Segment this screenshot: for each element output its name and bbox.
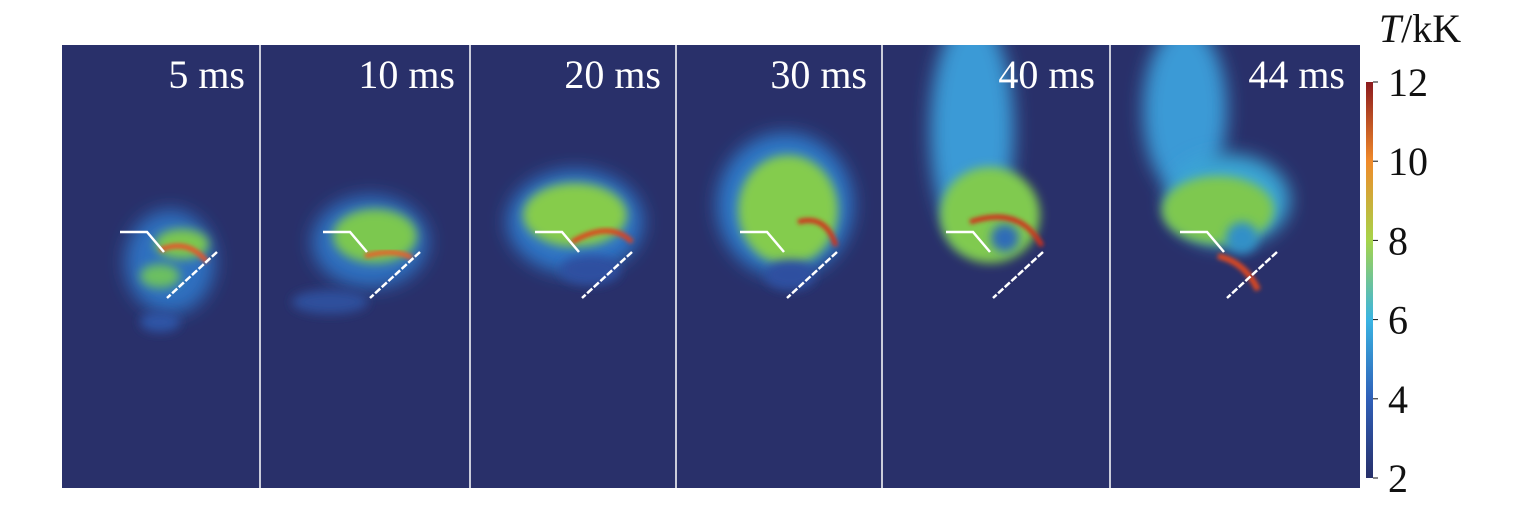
title-variable: T xyxy=(1379,6,1404,51)
electrode-upper xyxy=(120,230,165,253)
electrode-lower xyxy=(1226,251,1278,299)
panel: 44 ms xyxy=(1109,45,1345,488)
panel: 30 ms xyxy=(675,45,867,488)
panel-label: 20 ms xyxy=(564,52,661,97)
panels: 5 ms 10 ms 20 ms 30 ms 40 ms 44 ms xyxy=(120,45,1345,488)
colorbar-gradient xyxy=(1366,82,1373,478)
panel-label: 5 ms xyxy=(168,52,245,97)
colorbar: T/kK 2 4 6 8 10 12 xyxy=(1366,6,1461,501)
electrode-upper xyxy=(740,230,785,253)
panel: 5 ms xyxy=(120,52,245,299)
panel: 20 ms xyxy=(469,45,661,488)
colorbar-tick-label: 8 xyxy=(1388,218,1408,263)
electrode-lower xyxy=(369,251,421,299)
electrode-upper xyxy=(946,230,991,253)
plumes xyxy=(125,45,1290,332)
panel: 10 ms xyxy=(259,45,455,488)
panel-label: 30 ms xyxy=(770,52,867,97)
colorbar-tick-label: 4 xyxy=(1388,377,1408,422)
panel-label: 10 ms xyxy=(358,52,455,97)
colorbar-title: T/kK xyxy=(1379,6,1461,51)
electrode-upper xyxy=(1180,230,1225,253)
electrode-upper xyxy=(323,230,368,253)
panel-label: 44 ms xyxy=(1248,52,1345,97)
colorbar-tick-label: 2 xyxy=(1388,456,1408,501)
electrode-lower xyxy=(786,251,838,299)
panel-label: 40 ms xyxy=(998,52,1095,97)
electrode-lower xyxy=(992,251,1044,299)
colorbar-tick-label: 10 xyxy=(1388,139,1428,184)
title-unit: /kK xyxy=(1401,6,1461,51)
electrode-lower xyxy=(166,251,218,299)
colorbar-tick-label: 12 xyxy=(1388,60,1428,105)
colorbar-tick-label: 6 xyxy=(1388,298,1408,343)
electrode-lower xyxy=(581,251,633,299)
panel: 40 ms xyxy=(881,45,1095,488)
electrode-upper xyxy=(535,230,580,253)
